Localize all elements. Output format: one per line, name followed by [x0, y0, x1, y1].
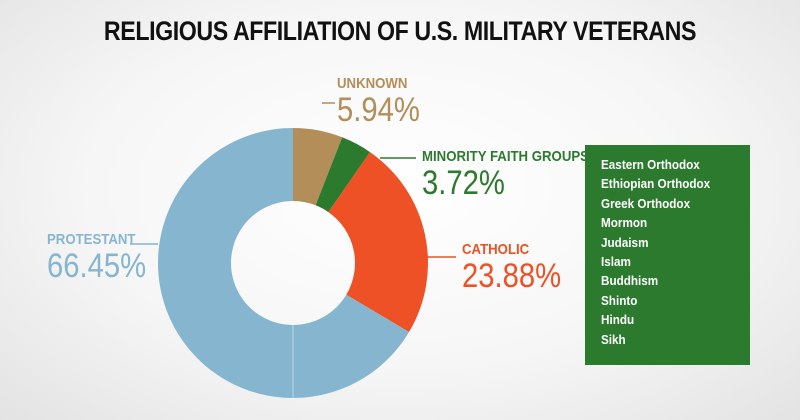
slice-catholic — [328, 152, 428, 333]
slice-label-protestant: PROTESTANT 66.45% — [47, 231, 162, 284]
faith-item: Hindu — [601, 312, 635, 328]
minority-faith-list: Eastern Orthodox Ethiopian Orthodox Gree… — [585, 145, 750, 365]
faith-item: Islam — [601, 254, 631, 270]
donut-slices — [157, 128, 428, 399]
faith-item: Shinto — [601, 292, 638, 308]
slice-unknown — [293, 128, 343, 206]
faith-item: Eastern Orthodox — [601, 157, 700, 172]
faith-item: Sikh — [601, 331, 626, 347]
faith-item: Ethiopian Orthodox — [601, 176, 711, 192]
slice-name-protestant: PROTESTANT — [47, 231, 136, 248]
faith-item: Judaism — [601, 234, 649, 250]
slice-protestant — [157, 128, 410, 399]
slice-value-minority: 3.72% — [422, 164, 505, 202]
slice-value-protestant: 66.45% — [47, 247, 147, 285]
slice-name-minority: MINORITY FAITH GROUPS — [422, 148, 589, 165]
slice-value-unknown: 5.94% — [337, 91, 420, 129]
slice-label-unknown: UNKNOWN 5.94% — [337, 75, 433, 128]
slice-minority-faith — [315, 137, 371, 213]
slice-label-minority: MINORITY FAITH GROUPS 3.72% — [422, 148, 612, 201]
slice-label-catholic: CATHOLIC 23.88% — [462, 241, 577, 294]
leader-lines — [130, 102, 456, 258]
chart-title: RELIGIOUS AFFILIATION OF U.S. MILITARY V… — [103, 16, 697, 46]
slice-value-catholic: 23.88% — [462, 257, 562, 295]
faith-item: Mormon — [601, 215, 648, 231]
faith-item: Greek Orthodox — [601, 195, 691, 211]
slice-name-unknown: UNKNOWN — [337, 75, 408, 92]
slice-name-catholic: CATHOLIC — [462, 241, 530, 258]
faith-item: Buddhism — [601, 273, 659, 289]
